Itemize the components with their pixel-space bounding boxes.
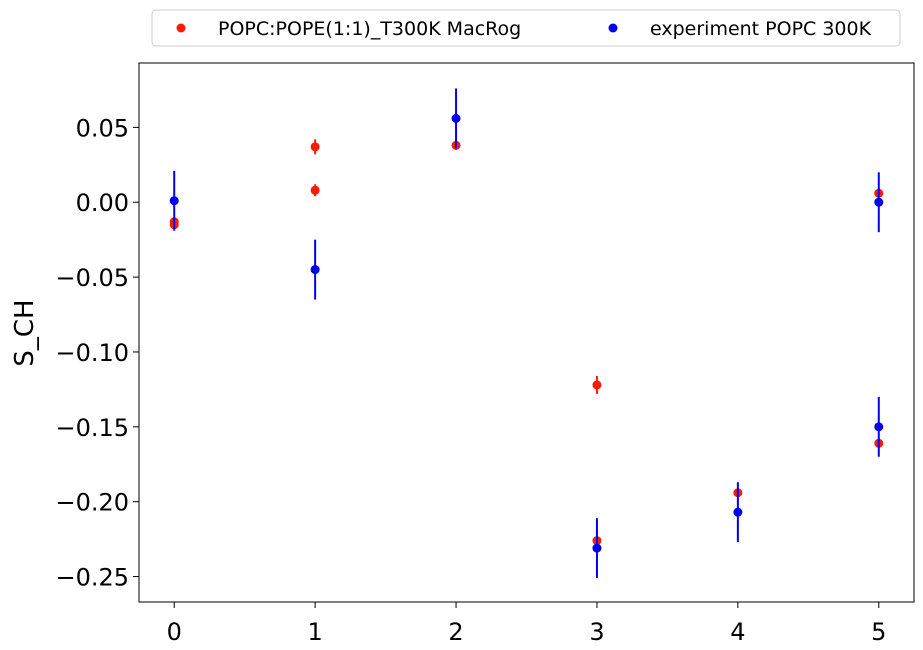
data-point xyxy=(169,196,179,206)
x-tick-label: 3 xyxy=(589,618,604,646)
legend-label-series-1: experiment POPC 300K xyxy=(650,18,872,40)
legend: POPC:POPE(1:1)_T300K MacRog experiment P… xyxy=(151,9,901,47)
y-tick-label: −0.05 xyxy=(55,264,129,292)
legend-marker-series-1 xyxy=(608,23,618,33)
data-point xyxy=(874,197,884,207)
x-tick-label: 4 xyxy=(730,618,745,646)
y-tick-label: 0.05 xyxy=(76,114,129,142)
y-axis-label: S_CH xyxy=(10,299,40,366)
data-point xyxy=(310,185,320,195)
legend-frame xyxy=(151,9,901,47)
y-tick-label: −0.15 xyxy=(55,414,129,442)
x-tick-label: 0 xyxy=(167,618,182,646)
plot-marks xyxy=(169,88,884,579)
x-tick-label: 1 xyxy=(307,618,322,646)
plot-frame xyxy=(138,62,915,603)
y-tick-label: −0.10 xyxy=(55,339,129,367)
legend-label-series-0: POPC:POPE(1:1)_T300K MacRog xyxy=(218,18,521,40)
x-axis: 0 1 2 3 4 5 xyxy=(167,602,886,646)
data-point xyxy=(451,113,461,123)
x-tick-label: 2 xyxy=(448,618,463,646)
data-point xyxy=(310,142,320,152)
data-point xyxy=(310,265,320,275)
y-tick-label: −0.25 xyxy=(55,564,129,592)
legend-marker-series-0 xyxy=(176,23,186,33)
data-point xyxy=(733,507,743,517)
series-0 xyxy=(169,139,884,546)
y-tick-label: −0.20 xyxy=(55,489,129,517)
data-point xyxy=(874,422,884,432)
y-tick-label: 0.00 xyxy=(76,189,129,217)
y-axis: −0.25 −0.20 −0.15 −0.10 −0.05 0.00 0.05 xyxy=(55,114,139,592)
x-tick-label: 5 xyxy=(871,618,886,646)
series-1 xyxy=(169,88,884,579)
data-point xyxy=(592,543,602,553)
data-point xyxy=(592,380,602,390)
